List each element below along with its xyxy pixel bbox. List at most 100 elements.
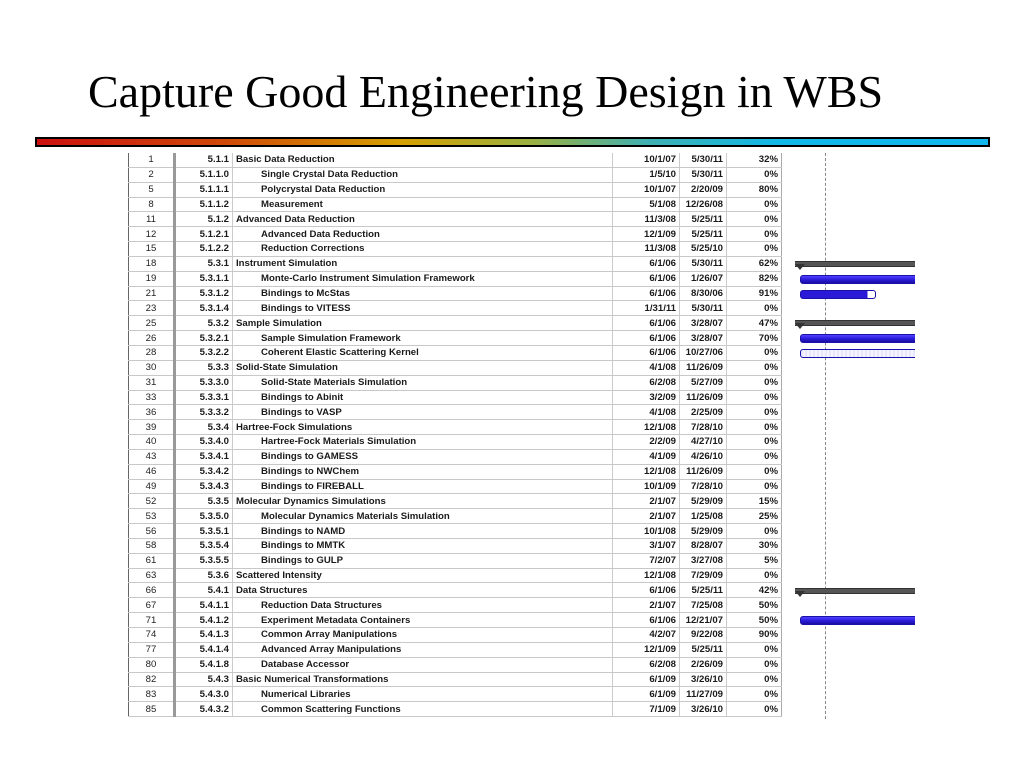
- table-row[interactable]: 30 5.3.3 Solid-State Simulation 4/1/08 11/26…: [128, 360, 782, 376]
- gantt-task-bar: [800, 334, 915, 344]
- finish-date-cell: 11/27/09: [679, 686, 727, 703]
- table-row[interactable]: 63 5.3.6 Scattered Intensity 12/1/08 7/29/09…: [128, 568, 782, 584]
- table-row[interactable]: 46 5.3.4.2 Bindings to NWChem 12/1/08 11/26/…: [128, 464, 782, 480]
- task-id-cell: 19: [128, 271, 176, 287]
- task-name-text: Data Structures: [236, 584, 308, 596]
- table-row[interactable]: 23 5.3.1.4 Bindings to VITESS 1/31/11 5/30/1…: [128, 300, 782, 317]
- table-row[interactable]: 5 5.1.1.1 Polycrystal Data Reduction 10/1/0…: [128, 182, 782, 198]
- finish-date-cell: 5/30/11: [679, 153, 727, 168]
- table-row[interactable]: 21 5.3.1.2 Bindings to McStas 6/1/06 8/30/06…: [128, 286, 782, 302]
- percent-complete-cell: 70%: [726, 330, 782, 346]
- table-row[interactable]: 19 5.3.1.1 Monte-Carlo Instrument Simulati…: [128, 271, 782, 287]
- table-row[interactable]: 58 5.3.5.4 Bindings to MMTK 3/1/07 8/28/07 30…: [128, 538, 782, 554]
- table-row[interactable]: 39 5.3.4 Hartree-Fock Simulations 12/1/08 7/…: [128, 419, 782, 436]
- gantt-task-bar: [800, 289, 876, 299]
- table-row[interactable]: 67 5.4.1.1 Reduction Data Structures 2/1/07…: [128, 597, 782, 614]
- table-row[interactable]: 15 5.1.2.2 Reduction Corrections 11/3/08 5/2…: [128, 241, 782, 257]
- percent-complete-cell: 50%: [726, 597, 782, 614]
- finish-date-cell: 3/28/07: [679, 330, 727, 346]
- task-name-text: Bindings to NWChem: [261, 466, 360, 478]
- start-date-cell: 4/1/08: [612, 404, 680, 421]
- task-name-text: Bindings to GAMESS: [261, 451, 359, 463]
- start-date-cell: 1/31/11: [612, 300, 680, 317]
- start-date-cell: 10/1/07: [612, 182, 680, 198]
- start-date-cell: 2/2/09: [612, 434, 680, 450]
- wbs-code-cell: 5.1.2: [174, 211, 233, 228]
- table-row[interactable]: 52 5.3.5 Molecular Dynamics Simulations 2/1…: [128, 493, 782, 510]
- table-row[interactable]: 82 5.4.3 Basic Numerical Transformations 6/…: [128, 672, 782, 688]
- wbs-code-cell: 5.3.2.1: [174, 330, 233, 346]
- percent-complete-cell: 90%: [726, 627, 782, 643]
- start-date-cell: 6/1/06: [612, 315, 680, 332]
- wbs-code-cell: 5.4.1.3: [174, 627, 233, 643]
- table-row[interactable]: 18 5.3.1 Instrument Simulation 6/1/06 5/30/1…: [128, 256, 782, 272]
- table-row[interactable]: 28 5.3.2.2 Coherent Elastic Scattering Ker…: [128, 345, 782, 361]
- wbs-code-cell: 5.3.5.0: [174, 508, 233, 525]
- wbs-code-cell: 5.3.3.2: [174, 404, 233, 421]
- task-name-cell: Database Accessor: [232, 657, 613, 673]
- task-id-cell: 25: [128, 315, 176, 332]
- task-id-cell: 31: [128, 375, 176, 391]
- task-id-cell: 26: [128, 330, 176, 346]
- finish-date-cell: 5/29/09: [679, 523, 727, 539]
- table-row[interactable]: 1 5.1.1 Basic Data Reduction 10/1/07 5/30/11…: [128, 153, 782, 168]
- start-date-cell: 1/5/10: [612, 167, 680, 183]
- task-id-cell: 74: [128, 627, 176, 643]
- finish-date-cell: 8/28/07: [679, 538, 727, 554]
- table-row[interactable]: 33 5.3.3.1 Bindings to Abinit 3/2/09 11/26/0…: [128, 390, 782, 406]
- percent-complete-cell: 25%: [726, 508, 782, 525]
- task-name-cell: Basic Data Reduction: [232, 153, 613, 168]
- start-date-cell: 6/2/08: [612, 375, 680, 391]
- start-date-cell: 12/1/09: [612, 226, 680, 243]
- percent-complete-cell: 50%: [726, 612, 782, 628]
- table-row[interactable]: 2 5.1.1.0 Single Crystal Data Reduction 1/5…: [128, 167, 782, 183]
- start-date-cell: 11/3/08: [612, 211, 680, 228]
- finish-date-cell: 4/27/10: [679, 434, 727, 450]
- table-row[interactable]: 49 5.3.4.3 Bindings to FIREBALL 10/1/09 7/28…: [128, 479, 782, 495]
- table-row[interactable]: 66 5.4.1 Data Structures 6/1/06 5/25/11 42%: [128, 582, 782, 599]
- finish-date-cell: 7/25/08: [679, 597, 727, 614]
- finish-date-cell: 10/27/06: [679, 345, 727, 361]
- finish-date-cell: 2/26/09: [679, 657, 727, 673]
- wbs-code-cell: 5.3.5.4: [174, 538, 233, 554]
- start-date-cell: 6/1/06: [612, 582, 680, 599]
- task-name-cell: Common Scattering Functions: [232, 701, 613, 718]
- wbs-code-cell: 5.4.1.1: [174, 597, 233, 614]
- table-row[interactable]: 31 5.3.3.0 Solid-State Materials Simulatio…: [128, 375, 782, 391]
- task-name-cell: Advanced Data Reduction: [232, 226, 613, 243]
- table-row[interactable]: 53 5.3.5.0 Molecular Dynamics Materials Si…: [128, 508, 782, 525]
- table-row[interactable]: 56 5.3.5.1 Bindings to NAMD 10/1/08 5/29/09 0…: [128, 523, 782, 539]
- task-name-text: Bindings to VITESS: [261, 302, 351, 314]
- wbs-table-body: 1 5.1.1 Basic Data Reduction 10/1/07 5/30/11…: [128, 153, 782, 718]
- task-name-cell: Bindings to NAMD: [232, 523, 613, 539]
- task-id-cell: 82: [128, 672, 176, 688]
- percent-complete-cell: 0%: [726, 241, 782, 257]
- table-row[interactable]: 25 5.3.2 Sample Simulation 6/1/06 3/28/07 47%: [128, 315, 782, 332]
- task-name-cell: Measurement: [232, 197, 613, 213]
- table-row[interactable]: 77 5.4.1.4 Advanced Array Manipulations 12/…: [128, 642, 782, 658]
- table-row[interactable]: 8 5.1.1.2 Measurement 5/1/08 12/26/08 0%: [128, 197, 782, 213]
- wbs-code-cell: 5.3.1.4: [174, 300, 233, 317]
- table-row[interactable]: 61 5.3.5.5 Bindings to GULP 7/2/07 3/27/08 5%: [128, 553, 782, 569]
- task-name-cell: Bindings to MMTK: [232, 538, 613, 554]
- table-row[interactable]: 12 5.1.2.1 Advanced Data Reduction 12/1/09 5…: [128, 226, 782, 243]
- start-date-cell: 6/2/08: [612, 657, 680, 673]
- table-row[interactable]: 26 5.3.2.1 Sample Simulation Framework 6/1/…: [128, 330, 782, 346]
- table-row[interactable]: 36 5.3.3.2 Bindings to VASP 4/1/08 2/25/09 0%: [128, 404, 782, 421]
- task-name-cell: Sample Simulation: [232, 315, 613, 332]
- task-name-cell: Bindings to Abinit: [232, 390, 613, 406]
- task-name-text: Sample Simulation Framework: [261, 332, 401, 344]
- start-date-cell: 6/1/06: [612, 345, 680, 361]
- table-row[interactable]: 74 5.4.1.3 Common Array Manipulations 4/2/0…: [128, 627, 782, 643]
- table-row[interactable]: 85 5.4.3.2 Common Scattering Functions 7/1/…: [128, 701, 782, 718]
- task-id-cell: 18: [128, 256, 176, 272]
- percent-complete-cell: 0%: [726, 642, 782, 658]
- table-row[interactable]: 40 5.3.4.0 Hartree-Fock Materials Simulati…: [128, 434, 782, 450]
- table-row[interactable]: 11 5.1.2 Advanced Data Reduction 11/3/08 5/2…: [128, 211, 782, 228]
- table-row[interactable]: 71 5.4.1.2 Experiment Metadata Containers 6…: [128, 612, 782, 628]
- table-row[interactable]: 83 5.4.3.0 Numerical Libraries 6/1/09 11/27/…: [128, 686, 782, 703]
- task-name-text: Bindings to Abinit: [261, 391, 344, 403]
- table-row[interactable]: 43 5.3.4.1 Bindings to GAMESS 4/1/09 4/26/10…: [128, 449, 782, 465]
- percent-complete-cell: 0%: [726, 657, 782, 673]
- table-row[interactable]: 80 5.4.1.8 Database Accessor 6/2/08 2/26/09 0…: [128, 657, 782, 673]
